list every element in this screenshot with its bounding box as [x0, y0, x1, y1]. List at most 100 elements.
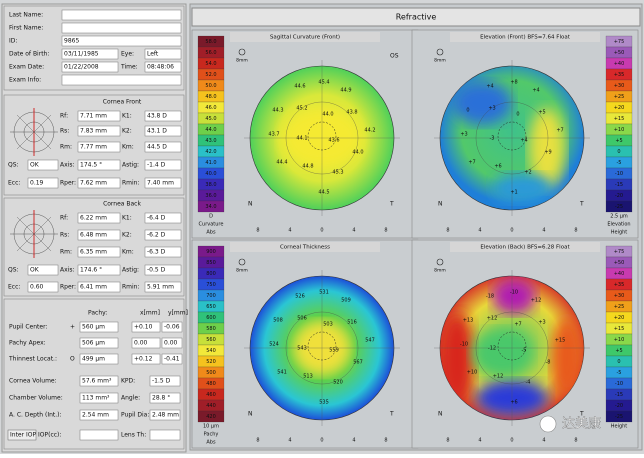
scale-label: +30	[614, 83, 625, 89]
scale-label: 480	[206, 381, 216, 387]
scale-footer: D	[209, 214, 213, 220]
map-value: 531	[319, 290, 329, 296]
watermark: 达美康	[562, 416, 601, 432]
scale-footer: Pachy	[204, 432, 219, 438]
axis-tick: 8	[384, 438, 387, 444]
map-title-bar	[450, 242, 600, 252]
field-label: Thinnest Locat.:	[8, 356, 57, 363]
field-value: +0.12	[134, 356, 153, 363]
map-value: 45.4	[318, 80, 329, 86]
section-title: Cornea Front	[103, 99, 142, 106]
map-title: Sagittal Curvature (Front)	[270, 35, 340, 41]
map-blobs	[452, 81, 565, 203]
scale-label: +50	[614, 50, 625, 56]
field	[77, 177, 121, 189]
scale-label: 44.0	[205, 127, 216, 133]
field	[77, 281, 121, 293]
scale-label: +35	[614, 282, 625, 288]
scale-label: +10	[614, 127, 625, 133]
field-value: 0.60	[30, 284, 44, 291]
field	[144, 141, 182, 153]
button[interactable]	[7, 429, 37, 441]
field-label: Rmin:	[122, 180, 140, 187]
map-blobs	[440, 278, 583, 416]
field-label: Km:	[122, 249, 134, 256]
field-label: Rf:	[60, 113, 68, 120]
field	[131, 353, 161, 365]
field-value: 43.8 D	[147, 113, 167, 120]
field-value: -0.06	[164, 324, 180, 331]
field	[77, 110, 121, 122]
field-label: IOP(cc):	[38, 432, 61, 439]
field-label: Astig:	[122, 267, 139, 274]
axis-tick: 4	[352, 438, 355, 444]
map-region	[492, 173, 552, 203]
axis-tick: 8	[446, 438, 449, 444]
field-value: -0.5 D	[147, 267, 166, 274]
field	[144, 264, 182, 276]
scale-label: 900	[206, 249, 216, 255]
scale-label: -5	[617, 370, 622, 376]
map-value: -10	[510, 290, 518, 296]
section-frame	[3, 197, 185, 297]
field-label: ID:	[9, 38, 17, 45]
symbol: +	[70, 324, 75, 331]
scale-label: +50	[614, 260, 625, 266]
field-label: Exam Date:	[9, 64, 44, 71]
field-label: First Name:	[9, 25, 43, 32]
map-value: -5	[522, 348, 527, 354]
field-value: 5.91 mm	[147, 284, 174, 291]
map-value: +3	[488, 106, 495, 112]
axis-tick: 8	[256, 438, 259, 444]
map-region	[440, 313, 475, 403]
map-value: 43.7	[268, 132, 279, 138]
scale-swatch	[197, 410, 225, 423]
field	[61, 35, 182, 47]
map-value: 44.1	[296, 136, 307, 142]
map-title-bar	[450, 32, 600, 42]
scale-label: 540	[206, 348, 216, 354]
axis-tick: 0	[510, 228, 513, 234]
scale-footer: Height	[611, 230, 628, 236]
field	[131, 321, 161, 333]
axis-tick: 0	[510, 438, 513, 444]
field	[61, 74, 182, 86]
field	[79, 409, 119, 421]
button-label[interactable]: Inter IOP	[10, 432, 36, 439]
field	[144, 110, 182, 122]
field-value: 2.48 mm	[152, 412, 179, 419]
field-label: Rm:	[60, 249, 72, 256]
scale-label: 580	[206, 326, 216, 332]
scale-label: 850	[206, 260, 216, 266]
scale-footer: 2.5 µm	[610, 214, 628, 220]
field	[77, 229, 121, 241]
axis-tick: 4	[288, 228, 291, 234]
nasal-label: N	[248, 411, 253, 418]
field	[79, 353, 119, 365]
scale-label: +15	[614, 326, 625, 332]
scale-label: +25	[614, 94, 625, 100]
map-value: 509	[341, 298, 351, 304]
field-value: 2.54 mm	[82, 412, 109, 419]
field	[79, 429, 119, 441]
field-value: 7.71 mm	[80, 113, 107, 120]
field-label: K2:	[122, 128, 132, 135]
field-value: 03/11/1985	[64, 51, 99, 58]
field-label: Axis:	[60, 267, 74, 274]
field-value: 0.19	[30, 180, 44, 187]
scale-label: 560	[206, 337, 216, 343]
field-value: 506 µm	[82, 340, 105, 347]
scale-label: 43.0	[205, 138, 216, 144]
map-value: +8	[510, 80, 517, 86]
field-label: Last Name:	[9, 12, 43, 19]
field-label: Km:	[122, 144, 134, 151]
field-value: 174.6 °	[80, 267, 102, 274]
scale-label: 520	[206, 359, 216, 365]
map-value: +4	[486, 84, 493, 90]
scale-footer: Height	[611, 424, 628, 430]
field	[27, 159, 59, 171]
field	[61, 9, 182, 21]
field	[61, 48, 119, 60]
scale-label: 48.0	[205, 94, 216, 100]
map-value: 45.2	[296, 106, 307, 112]
